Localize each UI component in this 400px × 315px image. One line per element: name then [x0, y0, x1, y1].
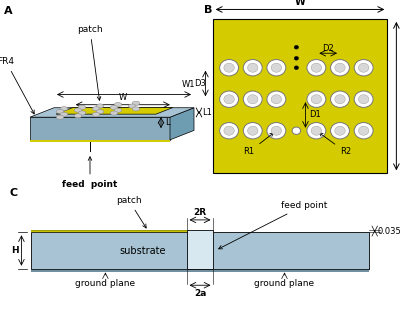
- Circle shape: [335, 126, 345, 135]
- Circle shape: [248, 63, 258, 72]
- Circle shape: [243, 91, 262, 107]
- Text: W: W: [119, 93, 127, 102]
- Circle shape: [335, 63, 345, 72]
- Circle shape: [294, 45, 298, 49]
- Text: R2: R2: [319, 133, 351, 156]
- Ellipse shape: [78, 111, 86, 115]
- Circle shape: [294, 66, 298, 70]
- Bar: [31, 230, 186, 232]
- Text: 2R: 2R: [194, 209, 206, 217]
- Text: W: W: [295, 0, 305, 7]
- Circle shape: [330, 91, 350, 107]
- Circle shape: [267, 91, 286, 107]
- Ellipse shape: [132, 107, 140, 111]
- Text: substrate: substrate: [119, 245, 166, 255]
- Circle shape: [358, 126, 369, 135]
- Circle shape: [354, 123, 373, 139]
- Circle shape: [220, 123, 238, 139]
- Text: FR4: FR4: [0, 57, 34, 114]
- Text: 2a: 2a: [194, 289, 206, 298]
- Ellipse shape: [56, 115, 64, 119]
- Text: L: L: [165, 118, 170, 127]
- Circle shape: [335, 95, 345, 104]
- Ellipse shape: [92, 107, 100, 111]
- Circle shape: [224, 63, 234, 72]
- Circle shape: [330, 123, 350, 139]
- Text: ground plane: ground plane: [75, 279, 136, 288]
- Ellipse shape: [60, 106, 68, 111]
- Circle shape: [354, 60, 373, 76]
- Polygon shape: [170, 108, 194, 140]
- Polygon shape: [56, 107, 173, 114]
- Polygon shape: [30, 108, 194, 117]
- Circle shape: [358, 95, 369, 104]
- Text: ground plane: ground plane: [254, 279, 314, 288]
- Circle shape: [243, 60, 262, 76]
- Circle shape: [307, 123, 326, 139]
- Ellipse shape: [92, 112, 100, 117]
- Ellipse shape: [56, 109, 64, 114]
- Ellipse shape: [114, 102, 122, 107]
- Circle shape: [354, 91, 373, 107]
- Circle shape: [311, 126, 322, 135]
- Circle shape: [307, 91, 326, 107]
- Circle shape: [271, 63, 282, 72]
- Ellipse shape: [110, 111, 118, 115]
- Polygon shape: [30, 140, 170, 142]
- Text: feed  point: feed point: [62, 157, 118, 189]
- Text: D3: D3: [194, 79, 206, 88]
- Ellipse shape: [128, 104, 136, 108]
- Text: 0.035mm: 0.035mm: [378, 226, 400, 236]
- Circle shape: [311, 95, 322, 104]
- Bar: [31, 268, 369, 272]
- Circle shape: [311, 63, 322, 72]
- Ellipse shape: [114, 108, 122, 112]
- Circle shape: [292, 127, 301, 135]
- Circle shape: [220, 91, 238, 107]
- Circle shape: [224, 95, 234, 104]
- Ellipse shape: [78, 105, 86, 109]
- Text: D1: D1: [309, 111, 321, 119]
- Ellipse shape: [96, 104, 104, 108]
- Ellipse shape: [60, 112, 68, 117]
- Circle shape: [271, 95, 282, 104]
- Circle shape: [307, 60, 326, 76]
- Ellipse shape: [74, 114, 82, 118]
- Circle shape: [248, 126, 258, 135]
- Bar: [213, 19, 387, 173]
- Text: W1: W1: [181, 80, 195, 89]
- Circle shape: [358, 63, 369, 72]
- Bar: [31, 232, 369, 269]
- Circle shape: [267, 60, 286, 76]
- Text: C: C: [10, 188, 18, 198]
- Bar: [186, 230, 214, 269]
- Text: B: B: [204, 5, 212, 15]
- Circle shape: [220, 60, 238, 76]
- Ellipse shape: [74, 108, 82, 112]
- Circle shape: [330, 60, 350, 76]
- Circle shape: [248, 95, 258, 104]
- Text: feed point: feed point: [219, 201, 327, 249]
- Text: L1: L1: [202, 108, 212, 117]
- Text: D2: D2: [322, 44, 334, 53]
- Ellipse shape: [96, 110, 104, 114]
- Ellipse shape: [132, 101, 140, 105]
- Text: patch: patch: [77, 25, 103, 100]
- Text: R1: R1: [244, 133, 274, 156]
- Circle shape: [294, 56, 298, 60]
- Text: H: H: [11, 246, 18, 255]
- Ellipse shape: [110, 105, 118, 110]
- Circle shape: [243, 123, 262, 139]
- Text: patch: patch: [116, 196, 146, 228]
- Circle shape: [271, 126, 282, 135]
- Polygon shape: [30, 117, 170, 140]
- Circle shape: [267, 123, 286, 139]
- Circle shape: [224, 126, 234, 135]
- Text: A: A: [4, 6, 13, 16]
